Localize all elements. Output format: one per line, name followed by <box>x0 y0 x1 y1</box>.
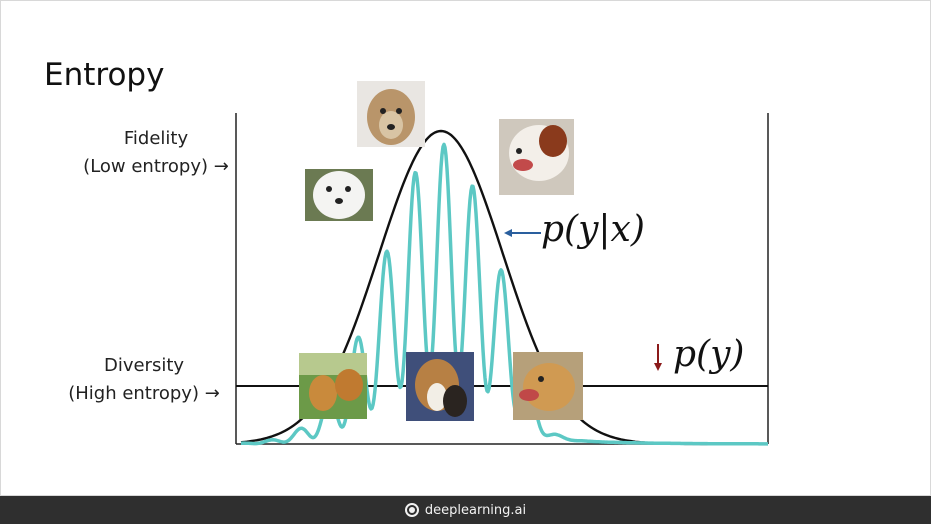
diversity-sublabel: (High entropy) → <box>68 383 220 404</box>
dog-photo-white-puppy <box>305 169 373 221</box>
fidelity-annotation: Fidelity (Low entropy) → <box>71 125 241 181</box>
footer-brand: deeplearning.ai <box>424 502 527 518</box>
entropy-diagram <box>235 81 769 446</box>
diversity-label: Diversity <box>103 355 185 376</box>
marginal-distribution-label: p(y) <box>673 334 745 375</box>
dog-photo-two-goldens <box>299 353 367 419</box>
diversity-annotation: Diversity (High entropy) → <box>59 352 229 408</box>
fidelity-label: Fidelity <box>123 128 189 149</box>
slide-title: Entropy <box>44 57 165 93</box>
footer-bar: deeplearning.ai <box>0 496 931 524</box>
conditional-arrow <box>504 229 541 237</box>
conditional-distribution-label: p(y|x) <box>541 209 645 250</box>
deeplearning-logo-icon <box>404 503 419 517</box>
marginal-arrow <box>654 344 662 371</box>
slide: Entropy Fidelity (Low entropy) → Diversi… <box>0 0 931 496</box>
dog-photo-collie <box>406 352 474 421</box>
dog-photo-saint-bernard <box>499 119 574 195</box>
dog-photo-golden-side <box>513 352 583 420</box>
fidelity-sublabel: (Low entropy) → <box>83 156 229 177</box>
dog-photo-golden-face-top <box>357 81 425 147</box>
